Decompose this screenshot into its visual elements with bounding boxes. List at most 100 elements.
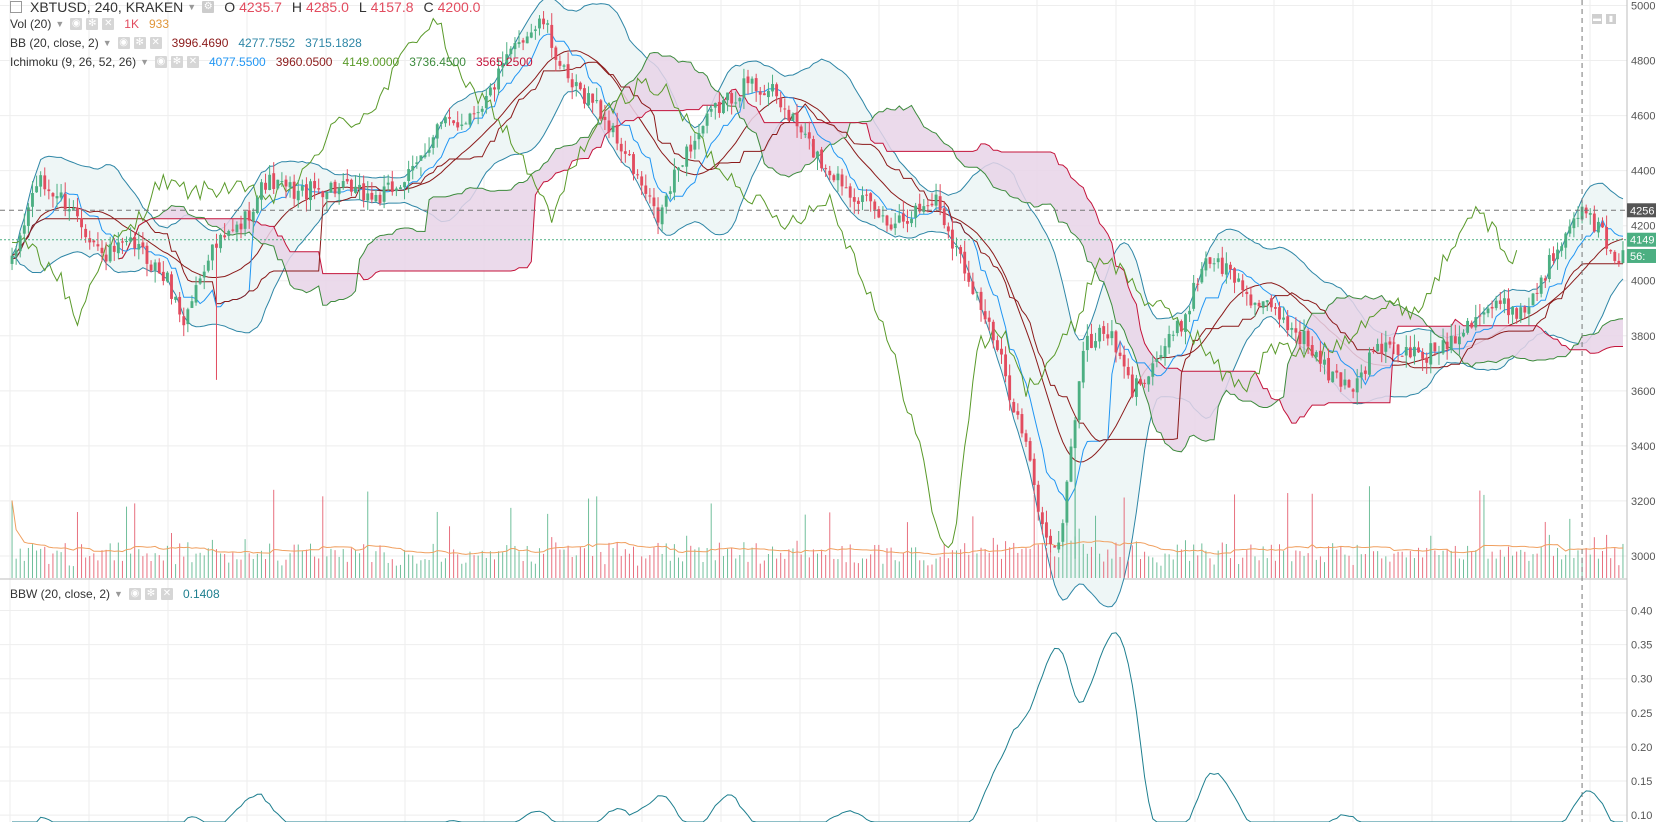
bbw-line <box>12 632 1623 822</box>
collapse-icon[interactable] <box>10 1 22 13</box>
chevron-down-icon[interactable]: ▼ <box>140 57 149 67</box>
candle-body <box>1314 352 1318 358</box>
candle-body <box>112 245 116 252</box>
close-icon[interactable]: ✕ <box>102 18 115 30</box>
close-icon[interactable]: ✕ <box>160 588 173 600</box>
candle-body <box>542 18 545 25</box>
candle-body <box>1179 321 1183 332</box>
candle-body <box>239 223 243 230</box>
candle-body <box>1388 341 1392 345</box>
candle-body <box>296 190 300 201</box>
candle-body <box>1053 546 1057 548</box>
high-value: 4285.0 <box>306 0 349 15</box>
close-label: C <box>423 0 434 15</box>
candle-body <box>505 54 509 65</box>
legend-bbw[interactable]: BBW (20, close, 2) ▼ ◉ ✻ ✕ 0.1408 <box>10 586 220 602</box>
candle-body <box>873 201 877 210</box>
price-axis: 5000 4800 4600 4400 4200 4000 3800 3600 3400 3200… <box>1626 0 1656 822</box>
candle-body <box>170 274 173 299</box>
ichimoku-cloud <box>118 51 1624 453</box>
candle-body <box>546 23 550 25</box>
candle-body <box>1310 345 1314 356</box>
candle-body <box>1000 348 1003 355</box>
price-tick-label: 3800 <box>1631 331 1655 343</box>
candle-body <box>775 84 779 97</box>
gear-icon[interactable]: ✻ <box>171 56 183 68</box>
candle-body <box>182 316 186 326</box>
legend-ichimoku-v1: 4077.5500 <box>209 55 266 69</box>
eye-icon[interactable]: ◉ <box>117 37 130 49</box>
candle-body <box>644 185 648 194</box>
candle-body <box>1507 298 1510 316</box>
candle-body <box>194 285 198 303</box>
candle-body <box>922 206 926 212</box>
candle-body <box>149 264 153 271</box>
eye-icon[interactable]: ◉ <box>70 18 83 30</box>
candle-body <box>1200 268 1204 283</box>
candle-body <box>174 296 178 300</box>
candle-body <box>186 309 190 325</box>
gear-icon[interactable]: ✻ <box>144 588 157 600</box>
candle-body <box>517 42 521 45</box>
candle-body <box>1413 346 1416 357</box>
candle-body <box>1396 344 1400 355</box>
chevron-down-icon[interactable]: ▼ <box>55 19 65 29</box>
candle-body <box>914 205 918 218</box>
eye-icon[interactable]: ◉ <box>155 56 167 68</box>
close-icon[interactable]: ✕ <box>187 56 199 68</box>
legend-bb[interactable]: BB (20, close, 2) ▼ ◉ ✻ ✕ 3996.4690 4277… <box>10 35 362 51</box>
candle-body <box>660 207 664 225</box>
candle-body <box>1204 258 1208 271</box>
settings-icon[interactable]: ⚙ <box>202 1 215 13</box>
price-tick-label: 4800 <box>1631 56 1655 68</box>
candle-body <box>754 78 758 91</box>
candle-body <box>1531 293 1535 306</box>
volume-ma <box>11 500 1624 555</box>
candle-body <box>570 79 574 88</box>
candle-body <box>1184 314 1187 332</box>
candle-body <box>799 126 803 133</box>
candle-body <box>1392 342 1396 344</box>
candle-body <box>76 207 79 217</box>
candle-body <box>366 193 370 201</box>
gear-icon[interactable]: ✻ <box>133 37 146 49</box>
legend-ichimoku-v2: 3960.0500 <box>275 55 333 69</box>
candle-body <box>1564 233 1568 248</box>
pane-minimize-icon[interactable]: ▬ <box>1592 14 1602 24</box>
candle-body <box>116 242 120 254</box>
chevron-down-icon[interactable]: ▼ <box>102 38 112 48</box>
candle-body <box>476 112 480 114</box>
legend-bbw-title: BBW (20, close, 2) <box>10 587 111 601</box>
candle-body <box>1580 206 1584 220</box>
candle-body <box>1437 352 1441 354</box>
candle-body <box>1466 320 1470 333</box>
candle-body <box>893 223 897 229</box>
price-tick-label: 4600 <box>1631 111 1655 123</box>
candle-body <box>341 181 345 188</box>
cloud-fill <box>118 52 1623 452</box>
candle-body <box>652 197 656 207</box>
candle-body <box>1331 371 1335 383</box>
chevron-down-icon[interactable]: ▼ <box>187 2 197 12</box>
candle-body <box>1151 363 1155 377</box>
legend-volume-v1: 1K <box>124 17 139 31</box>
candle-body <box>615 124 619 144</box>
candle-body <box>942 208 946 226</box>
chevron-down-icon[interactable]: ▼ <box>114 589 123 599</box>
pane-maximize-icon[interactable]: ▮ <box>1606 14 1616 24</box>
bbw-tick-label: 0.10 <box>1631 810 1652 822</box>
eye-icon[interactable]: ◉ <box>128 588 141 600</box>
legend-volume[interactable]: Vol (20) ▼ ◉ ✻ ✕ 1K 933 <box>10 16 169 32</box>
candle-body <box>726 92 729 101</box>
candle-body <box>1167 334 1171 348</box>
gear-icon[interactable]: ✻ <box>86 18 99 30</box>
legend-ichimoku[interactable]: Ichimoku (9, 26, 52, 26) ▼ ◉ ✻ ✕ 4077.55… <box>10 54 533 70</box>
candle-body <box>1359 372 1363 378</box>
candle-body <box>43 175 47 190</box>
candle-body <box>918 203 922 212</box>
close-icon[interactable]: ✕ <box>149 37 162 49</box>
candle-body <box>828 170 832 176</box>
candle-body <box>1098 327 1102 342</box>
candle-body <box>525 36 529 44</box>
